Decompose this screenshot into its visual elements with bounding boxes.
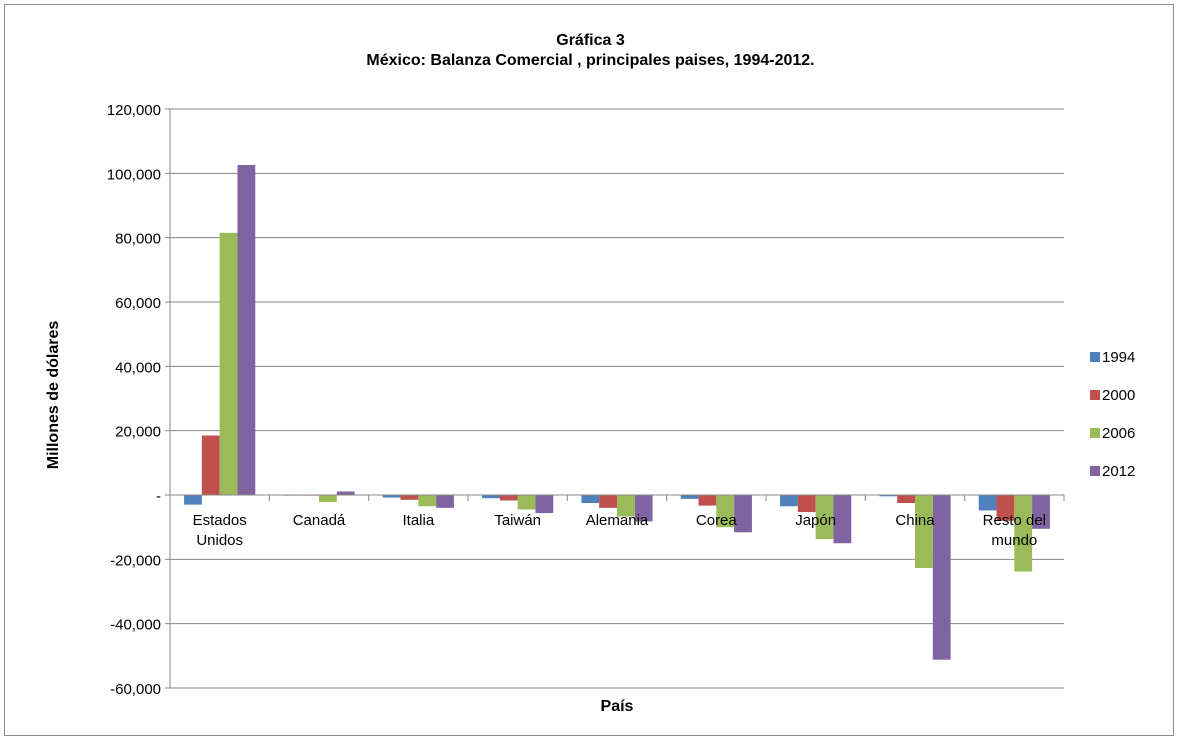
- bar-2006-7: [915, 495, 933, 569]
- legend-swatch-2006: [1090, 428, 1100, 438]
- bar-2006-5: [716, 495, 735, 528]
- bar-1994-7: [879, 495, 898, 497]
- bar-2006-1: [319, 495, 337, 503]
- x-tick-label: China: [895, 512, 935, 529]
- bar-2006-0: [219, 232, 238, 495]
- y-tick-label: -20,000: [110, 552, 161, 569]
- x-tick-label: Corea: [696, 512, 738, 529]
- bar-2006-6: [815, 495, 834, 540]
- bar-2012-6: [833, 495, 852, 544]
- bar-2012-2: [436, 495, 454, 508]
- bars: [184, 164, 1050, 660]
- legend-label-2000: 2000: [1102, 387, 1135, 404]
- x-tick-label: Estados: [193, 512, 247, 529]
- y-axis-label: Millones de dólares: [45, 321, 62, 470]
- legend-label-1994: 1994: [1102, 349, 1135, 366]
- y-tick-label: -40,000: [110, 617, 161, 634]
- bar-2006-3: [517, 495, 536, 510]
- x-axis-label: País: [601, 698, 634, 715]
- bar-2000-2: [400, 495, 419, 500]
- bar-2012-3: [535, 495, 554, 514]
- legend-swatch-2000: [1090, 390, 1100, 400]
- y-tick-label: 120,000: [107, 102, 161, 119]
- bar-2012-4: [634, 495, 653, 522]
- bar-2000-4: [599, 495, 617, 508]
- y-tick-label: 20,000: [115, 424, 161, 441]
- bar-2000-6: [797, 495, 816, 513]
- bar-1994-0: [184, 495, 202, 505]
- legend-swatch-2012: [1090, 466, 1100, 476]
- bar-2000-3: [499, 495, 518, 501]
- bar-1994-2: [382, 495, 401, 498]
- bar-2012-8: [1032, 495, 1050, 529]
- axes: [165, 108, 1065, 689]
- x-tick-label: Japón: [795, 512, 836, 529]
- chart-frame: [4, 4, 1174, 736]
- x-tick-label: Italia: [402, 512, 434, 529]
- bar-2006-8: [1014, 495, 1033, 572]
- legend: 1994 2000 2006 2012: [1090, 349, 1135, 480]
- bar-1994-6: [780, 495, 798, 507]
- x-tick-label: Canadá: [293, 512, 346, 529]
- x-tick-label: Resto del: [983, 512, 1046, 529]
- y-tick-label: 40,000: [115, 359, 161, 376]
- bar-1994-3: [482, 495, 500, 499]
- bar-2012-7: [932, 495, 951, 660]
- bar-2012-1: [336, 491, 355, 495]
- legend-label-2006: 2006: [1102, 425, 1135, 442]
- x-tick-label: Alemania: [586, 512, 649, 529]
- x-tick-label: Unidos: [196, 532, 243, 549]
- chart-subtitle: México: Balanza Comercial , principales …: [366, 52, 815, 69]
- legend-label-2012: 2012: [1102, 463, 1135, 480]
- chart-title: Gráfica 3: [556, 32, 625, 49]
- legend-swatch-1994: [1090, 352, 1100, 362]
- bar-2000-0: [201, 435, 220, 495]
- bar-2006-4: [617, 495, 635, 517]
- bar-2000-5: [698, 495, 717, 506]
- y-tick-label: 100,000: [107, 166, 161, 183]
- gridlines: [170, 108, 1064, 689]
- bar-2000-7: [897, 495, 915, 504]
- bar-2006-2: [418, 495, 437, 507]
- x-tick-label: Taiwán: [494, 512, 541, 529]
- y-tick-label: -60,000: [110, 681, 161, 698]
- bar-1994-8: [978, 495, 997, 511]
- bar-2000-8: [996, 495, 1015, 521]
- x-tick-labels: Estados Unidos Canadá Italia Taiwán Alemania C…: [193, 512, 1046, 549]
- x-tick-label: mundo: [991, 532, 1037, 549]
- y-tick-label: 80,000: [115, 231, 161, 248]
- y-tick-labels: 120,000 100,000 80,000 60,000 40,000 20,000 - -…: [107, 102, 161, 698]
- y-tick-label: -: [156, 488, 161, 505]
- bar-1994-4: [581, 495, 600, 504]
- y-tick-label: 60,000: [115, 295, 161, 312]
- bar-2012-5: [734, 495, 752, 533]
- bar-2012-0: [237, 164, 256, 495]
- bar-1994-5: [680, 495, 699, 499]
